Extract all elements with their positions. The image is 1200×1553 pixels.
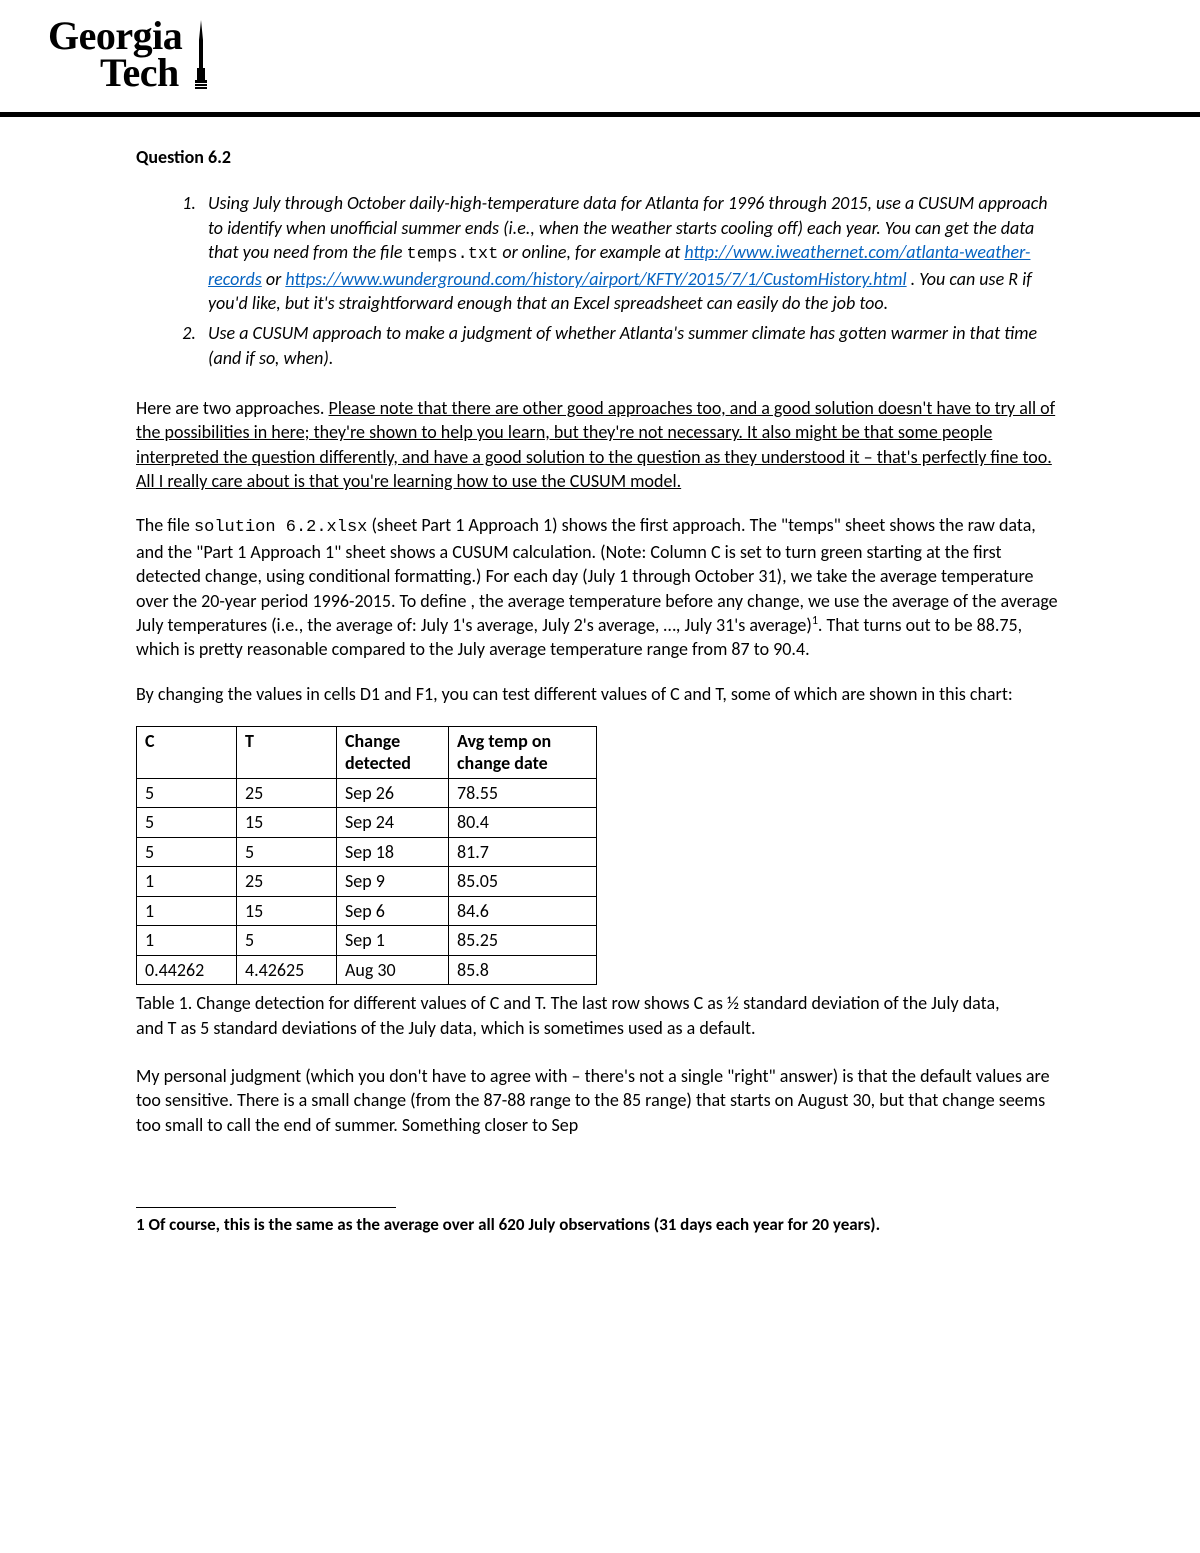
col-header-c: C — [137, 726, 237, 778]
table-cell: 5 — [237, 837, 337, 867]
table-body: 525Sep 2678.55515Sep 2480.455Sep 1881.71… — [137, 778, 597, 985]
p2-filename: solution 6.2.xlsx — [194, 518, 367, 537]
table-cell: 85.05 — [449, 867, 597, 897]
table-cell: Sep 6 — [337, 896, 449, 926]
question-list: Using July through October daily-high-te… — [136, 191, 1064, 370]
logo-text-block: Georgia Tech — [48, 18, 182, 92]
table-cell: Sep 24 — [337, 808, 449, 838]
table-row: 115Sep 684.6 — [137, 896, 597, 926]
table-cell: 25 — [237, 867, 337, 897]
page-header: Georgia Tech — [0, 0, 1200, 102]
q1-link-2[interactable]: https://www.wunderground.com/history/air… — [285, 268, 906, 290]
table-cell: 5 — [137, 778, 237, 808]
table-cell: 85.25 — [449, 926, 597, 956]
table-cell: 0.44262 — [137, 955, 237, 985]
q1-text-b: or online, for example at — [498, 241, 684, 263]
table-cell: 5 — [237, 926, 337, 956]
q1-filename: temps.txt — [407, 245, 499, 264]
table-row: 125Sep 985.05 — [137, 867, 597, 897]
table-cell: Sep 1 — [337, 926, 449, 956]
col-header-t: T — [237, 726, 337, 778]
logo-line-2: Tech — [48, 55, 182, 92]
table-row: 15Sep 185.25 — [137, 926, 597, 956]
table-cell: 84.6 — [449, 896, 597, 926]
results-table: C T Change detected Avg temp on change d… — [136, 726, 597, 986]
footnote-1: 1 Of course, this is the same as the ave… — [136, 1214, 1064, 1237]
question-title: Question 6.2 — [136, 145, 1064, 169]
table-row: 0.442624.42625Aug 3085.8 — [137, 955, 597, 985]
table-cell: 80.4 — [449, 808, 597, 838]
table-cell: 25 — [237, 778, 337, 808]
table-cell: Aug 30 — [337, 955, 449, 985]
question-item-2: Use a CUSUM approach to make a judgment … — [200, 321, 1064, 370]
table-row: 55Sep 1881.7 — [137, 837, 597, 867]
col-header-change: Change detected — [337, 726, 449, 778]
para-judgment: My personal judgment (which you don't ha… — [136, 1064, 1064, 1137]
para-approaches: Here are two approaches. Please note tha… — [136, 396, 1064, 493]
table-cell: Sep 9 — [337, 867, 449, 897]
p1-plain: Here are two approaches. — [136, 397, 329, 419]
table-cell: Sep 26 — [337, 778, 449, 808]
table-header-row: C T Change detected Avg temp on change d… — [137, 726, 597, 778]
table-cell: 5 — [137, 808, 237, 838]
question-item-1: Using July through October daily-high-te… — [200, 191, 1064, 315]
table-cell: 15 — [237, 896, 337, 926]
logo: Georgia Tech — [48, 18, 1200, 92]
table-cell: 1 — [137, 896, 237, 926]
footnote-separator — [136, 1207, 396, 1208]
table-cell: Sep 18 — [337, 837, 449, 867]
table-cell: 81.7 — [449, 837, 597, 867]
p2-a: The file — [136, 514, 194, 536]
table-cell: 15 — [237, 808, 337, 838]
table-cell: 1 — [137, 926, 237, 956]
para-chart-intro: By changing the values in cells D1 and F… — [136, 682, 1064, 706]
table-cell: 78.55 — [449, 778, 597, 808]
table-caption: Table 1. Change detection for different … — [136, 991, 1016, 1040]
tower-icon — [190, 18, 212, 90]
table-row: 515Sep 2480.4 — [137, 808, 597, 838]
table-cell: 4.42625 — [237, 955, 337, 985]
q1-text-c: or — [262, 268, 286, 290]
table-row: 525Sep 2678.55 — [137, 778, 597, 808]
para-file-desc: The file solution 6.2.xlsx (sheet Part 1… — [136, 513, 1064, 661]
document-body: Question 6.2 Using July through October … — [0, 117, 1200, 1277]
col-header-avg: Avg temp on change date — [449, 726, 597, 778]
table-cell: 1 — [137, 867, 237, 897]
table-cell: 85.8 — [449, 955, 597, 985]
table-cell: 5 — [137, 837, 237, 867]
